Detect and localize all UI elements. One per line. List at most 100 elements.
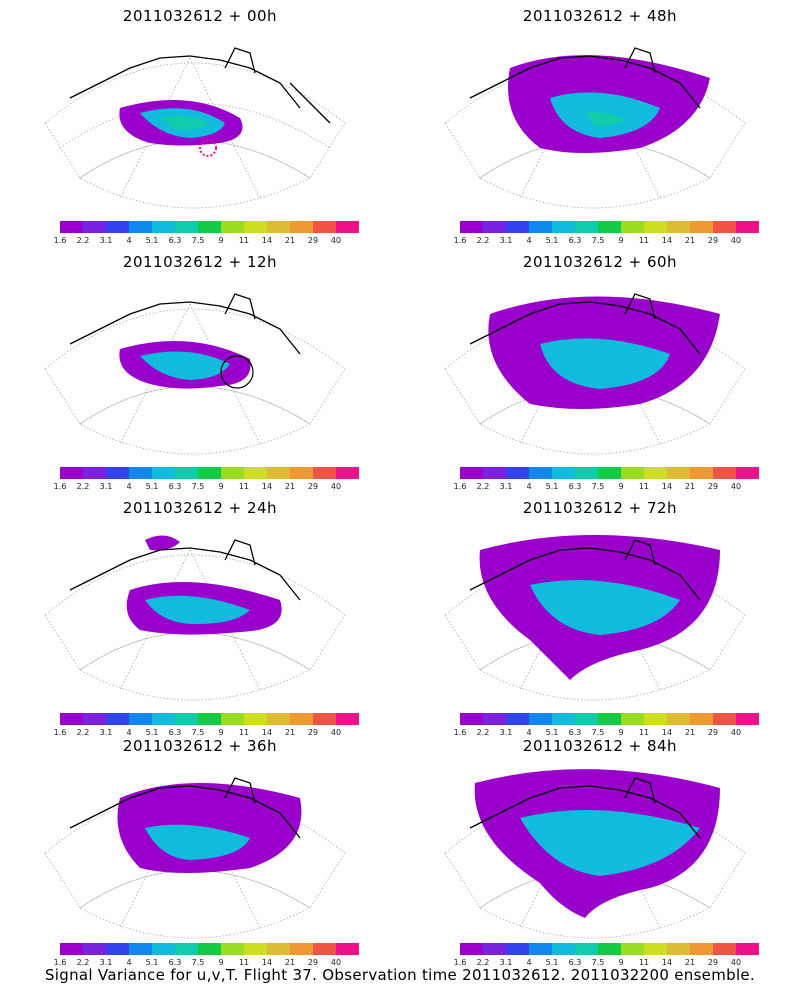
colorbar-swatch bbox=[506, 221, 529, 233]
colorbar-swatch bbox=[244, 221, 267, 233]
colorbar-tick-label: 11 bbox=[238, 728, 250, 737]
colorbar-swatch bbox=[60, 221, 83, 233]
colorbar-swatch bbox=[736, 943, 759, 955]
colorbar-swatch bbox=[267, 221, 290, 233]
colorbar-swatch bbox=[621, 943, 644, 955]
colorbar-swatch bbox=[667, 467, 690, 479]
colorbar-swatch bbox=[244, 713, 267, 725]
colorbar-tick-label: 3.1 bbox=[99, 236, 113, 245]
panel-title: 2011032612 + 36h bbox=[122, 737, 278, 755]
colorbar-tick-label: 9 bbox=[218, 482, 224, 491]
colorbar-swatch bbox=[221, 221, 244, 233]
colorbar-tick-label: 11 bbox=[638, 482, 650, 491]
colorbar-swatch bbox=[621, 713, 644, 725]
map-panel-36h: 2011032612 + 36h 1.6 2.2 3.1 4 5.1 6.3 7.5 9 11 1… bbox=[0, 730, 400, 968]
panel-title: 2011032612 + 24h bbox=[122, 499, 278, 517]
colorbar-tick-label: 7.5 bbox=[191, 728, 205, 737]
colorbar-tick-label: 9 bbox=[218, 236, 224, 245]
colorbar-tick-label: 29 bbox=[707, 482, 719, 491]
colorbar-swatch bbox=[460, 467, 483, 479]
colorbar-swatch bbox=[60, 943, 83, 955]
colorbar-swatch bbox=[529, 221, 552, 233]
map-panel-48h: 2011032612 + 48h 1.6 2.2 3.1 4 5.1 6.3 7.5 9 11 1… bbox=[400, 0, 800, 245]
colorbar-tick-label: 21 bbox=[684, 958, 696, 967]
variance-map bbox=[444, 535, 746, 701]
colorbar-ticks: 1.6 2.2 3.1 4 5.1 6.3 7.5 9 11 14 21 29 40 bbox=[54, 728, 360, 738]
colorbar bbox=[60, 221, 359, 233]
colorbar-tick-label: 14 bbox=[261, 236, 273, 245]
colorbar-tick-label: 40 bbox=[730, 728, 742, 737]
colorbar-swatch bbox=[552, 713, 575, 725]
colorbar-tick-label: 29 bbox=[707, 236, 719, 245]
colorbar-tick-label: 14 bbox=[661, 958, 673, 967]
colorbar-tick-label: 21 bbox=[684, 236, 696, 245]
colorbar-tick-label: 4 bbox=[126, 482, 132, 491]
colorbar-swatch bbox=[598, 943, 621, 955]
colorbar-swatch bbox=[690, 713, 713, 725]
colorbar-swatch bbox=[336, 943, 359, 955]
colorbar-tick-label: 3.1 bbox=[499, 482, 513, 491]
variance-map bbox=[44, 293, 346, 455]
variance-map bbox=[444, 47, 746, 209]
colorbar-tick-label: 9 bbox=[618, 482, 624, 491]
colorbar-tick-label: 6.3 bbox=[568, 236, 582, 245]
panel-title: 2011032612 + 12h bbox=[122, 253, 278, 271]
colorbar-tick-label: 3.1 bbox=[499, 958, 513, 967]
colorbar-swatch bbox=[290, 943, 313, 955]
colorbar-swatch bbox=[644, 713, 667, 725]
colorbar-tick-label: 5.1 bbox=[545, 728, 559, 737]
colorbar-tick-label: 2.2 bbox=[76, 958, 90, 967]
colorbar-tick-label: 40 bbox=[330, 728, 342, 737]
panel-title: 2011032612 + 48h bbox=[522, 7, 678, 25]
colorbar-ticks: 1.6 2.2 3.1 4 5.1 6.3 7.5 9 11 14 21 29 40 bbox=[54, 958, 360, 968]
colorbar-swatch bbox=[221, 713, 244, 725]
colorbar-tick-label: 14 bbox=[261, 728, 273, 737]
colorbar-tick-label: 29 bbox=[707, 728, 719, 737]
colorbar-tick-label: 1.6 bbox=[53, 728, 67, 737]
colorbar-swatch bbox=[198, 221, 221, 233]
colorbar-swatch bbox=[644, 467, 667, 479]
colorbar-swatch bbox=[529, 467, 552, 479]
colorbar-tick-label: 1.6 bbox=[53, 482, 67, 491]
colorbar-swatch bbox=[529, 943, 552, 955]
colorbar-tick-label: 6.3 bbox=[168, 728, 182, 737]
colorbar-ticks: 1.6 2.2 3.1 4 5.1 6.3 7.5 9 11 14 21 29 40 bbox=[454, 728, 760, 738]
map-panel-72h: 2011032612 + 72h 1.6 2.2 3.1 4 5.1 6.3 7.5 9 11 1… bbox=[400, 492, 800, 737]
colorbar-swatch bbox=[736, 221, 759, 233]
colorbar-swatch bbox=[644, 221, 667, 233]
colorbar-tick-label: 4 bbox=[126, 958, 132, 967]
colorbar-tick-label: 14 bbox=[261, 482, 273, 491]
colorbar-tick-label: 7.5 bbox=[191, 482, 205, 491]
colorbar-swatch bbox=[60, 713, 83, 725]
colorbar-tick-label: 6.3 bbox=[568, 728, 582, 737]
colorbar-tick-label: 5.1 bbox=[545, 236, 559, 245]
colorbar-tick-label: 4 bbox=[526, 236, 532, 245]
map-panel-00h: 2011032612 + 00h 1.6 2.2 3.1 4 5.1 6.3 7.5 9 11 1… bbox=[0, 0, 400, 245]
colorbar-swatch bbox=[336, 713, 359, 725]
colorbar-tick-label: 7.5 bbox=[591, 236, 605, 245]
colorbar-tick-label: 2.2 bbox=[476, 728, 490, 737]
colorbar-tick-label: 40 bbox=[330, 958, 342, 967]
colorbar-swatch bbox=[175, 943, 198, 955]
colorbar-tick-label: 29 bbox=[307, 236, 319, 245]
panel-title: 2011032612 + 72h bbox=[522, 499, 678, 517]
colorbar-tick-label: 3.1 bbox=[99, 728, 113, 737]
colorbar-tick-label: 40 bbox=[730, 482, 742, 491]
colorbar bbox=[460, 713, 759, 725]
colorbar-tick-label: 11 bbox=[238, 482, 250, 491]
colorbar-swatch bbox=[506, 467, 529, 479]
colorbar-tick-label: 9 bbox=[218, 728, 224, 737]
colorbar-swatch bbox=[575, 713, 598, 725]
colorbar-swatch bbox=[506, 943, 529, 955]
colorbar-tick-label: 14 bbox=[661, 482, 673, 491]
colorbar-tick-label: 5.1 bbox=[545, 482, 559, 491]
colorbar-tick-label: 11 bbox=[638, 958, 650, 967]
colorbar-tick-label: 21 bbox=[284, 958, 296, 967]
colorbar-tick-label: 2.2 bbox=[476, 482, 490, 491]
colorbar-swatch bbox=[221, 467, 244, 479]
colorbar-swatch bbox=[290, 221, 313, 233]
colorbar bbox=[460, 221, 759, 233]
colorbar-swatch bbox=[290, 713, 313, 725]
colorbar bbox=[60, 713, 359, 725]
colorbar-tick-label: 9 bbox=[618, 236, 624, 245]
